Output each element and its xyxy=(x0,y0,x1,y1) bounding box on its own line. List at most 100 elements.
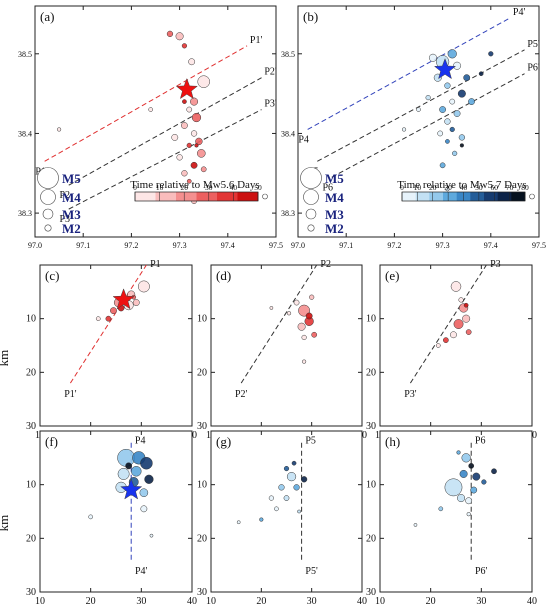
y-tick-label: 38.5 xyxy=(281,50,295,59)
profile-top-label: P5 xyxy=(305,436,316,447)
event-circle xyxy=(311,331,318,338)
event-circle xyxy=(456,450,461,455)
y-tick-label: 38.3 xyxy=(281,209,295,218)
profile-line xyxy=(331,73,525,178)
profile-end-label: P2' xyxy=(264,67,277,78)
event-circle xyxy=(186,106,193,113)
profile-bottom-label: P5' xyxy=(305,566,318,577)
event-circle xyxy=(452,150,458,156)
event-circle xyxy=(190,161,198,169)
profile-start-label: P2 xyxy=(59,190,70,201)
event-circle xyxy=(468,463,475,469)
event-circle xyxy=(139,488,149,498)
event-circle xyxy=(140,505,148,513)
colorbar-tick-label: 0 xyxy=(400,183,404,192)
event-circle xyxy=(186,178,192,184)
y-tick-label: 38.3 xyxy=(18,209,32,218)
event-circle xyxy=(293,299,300,306)
legend-magnitude-circle xyxy=(307,224,315,232)
legend-magnitude-label: M2 xyxy=(325,221,344,236)
profile-line xyxy=(317,49,525,162)
event-circle xyxy=(283,495,290,501)
y-tick-label: 38.4 xyxy=(18,129,32,138)
colorbar-tick-label: 40 xyxy=(230,183,238,192)
x-tick-label: 40 xyxy=(187,596,197,607)
y-tick-label: 38.5 xyxy=(18,50,32,59)
profile-start-label: P6 xyxy=(322,182,333,193)
plot-frame xyxy=(39,264,193,427)
y-tick-label: 30 xyxy=(197,421,207,432)
event-circle xyxy=(401,127,407,132)
profile-line xyxy=(240,264,318,384)
event-circle xyxy=(291,460,297,466)
colorbar-tick-label: 10 xyxy=(156,183,164,192)
event-circle xyxy=(443,337,449,343)
x-tick-label: 97.5 xyxy=(269,241,283,250)
panel-g: 10 20 30 40 10 20 30 (g) P5 P5' xyxy=(197,430,367,607)
event-circle xyxy=(488,51,494,57)
event-circle xyxy=(259,517,264,522)
plot-frame xyxy=(379,430,533,593)
event-circle xyxy=(95,316,101,322)
colorbar-segment xyxy=(415,192,430,201)
event-circle xyxy=(200,166,207,173)
event-circle xyxy=(459,143,464,148)
event-circle xyxy=(459,469,468,478)
x-tick-label: 20 xyxy=(256,596,266,607)
event-circle xyxy=(450,281,462,292)
colorbar-segment xyxy=(497,192,512,201)
legend-magnitude-label: M4 xyxy=(325,190,344,205)
event-circle xyxy=(301,334,307,341)
event-circle xyxy=(190,97,199,106)
event-circle xyxy=(425,95,431,101)
x-tick-label: 30 xyxy=(136,596,146,607)
x-tick-label: 20 xyxy=(426,596,436,607)
x-tick-label: 97.1 xyxy=(76,241,90,250)
y-tick-label: 20 xyxy=(26,533,36,544)
event-circle xyxy=(236,520,241,525)
event-circle xyxy=(117,468,130,480)
event-circle xyxy=(458,297,464,303)
panel-f: 10 20 30 40 10 20 30 (f) P4 P4' xyxy=(26,430,197,607)
y-tick-label: 38.4 xyxy=(281,129,295,138)
event-circle xyxy=(137,280,150,293)
colorbar-tick-label: 30 xyxy=(205,183,213,192)
colorbar-segment xyxy=(196,192,218,201)
panel-label: (a) xyxy=(40,9,54,24)
event-circle xyxy=(465,497,473,505)
event-circle xyxy=(57,127,62,132)
profile-end-label: P5' xyxy=(527,39,540,50)
event-circle xyxy=(300,476,308,483)
colorbar-segment xyxy=(484,192,498,201)
panel-label: (c) xyxy=(45,268,59,283)
event-circle xyxy=(283,465,290,472)
event-circle xyxy=(274,506,279,512)
colorbar-segment xyxy=(429,192,444,201)
y-tick-label: 30 xyxy=(197,587,207,598)
event-circle xyxy=(413,523,418,527)
colorbar-tick-label: 70 xyxy=(506,183,514,192)
colorbar-segment xyxy=(217,192,238,201)
x-tick-label: 10 xyxy=(206,596,216,607)
profile-line xyxy=(307,17,511,130)
event-circle xyxy=(457,89,466,98)
colorbar-tick-label: 80 xyxy=(521,183,529,192)
event-circle xyxy=(286,472,297,482)
profile-bottom-label: P3' xyxy=(404,389,417,400)
event-circle xyxy=(472,472,481,481)
profile-top-label: P1 xyxy=(150,259,161,270)
x-tick-label: 97.4 xyxy=(484,241,498,250)
x-tick-label: 97.2 xyxy=(124,241,138,250)
panel-label: (d) xyxy=(216,268,231,283)
event-circle xyxy=(439,162,446,169)
x-tick-label: 97.5 xyxy=(532,241,546,250)
colorbar-a-title: Time relative to Mw5.6 Days xyxy=(130,179,259,191)
event-circle xyxy=(140,456,153,470)
event-circle xyxy=(444,82,451,89)
event-circle xyxy=(149,533,154,538)
legend-magnitude-circle xyxy=(42,208,54,220)
y-tick-label: 20 xyxy=(366,533,376,544)
event-circle xyxy=(125,462,133,470)
event-circle xyxy=(186,142,192,148)
